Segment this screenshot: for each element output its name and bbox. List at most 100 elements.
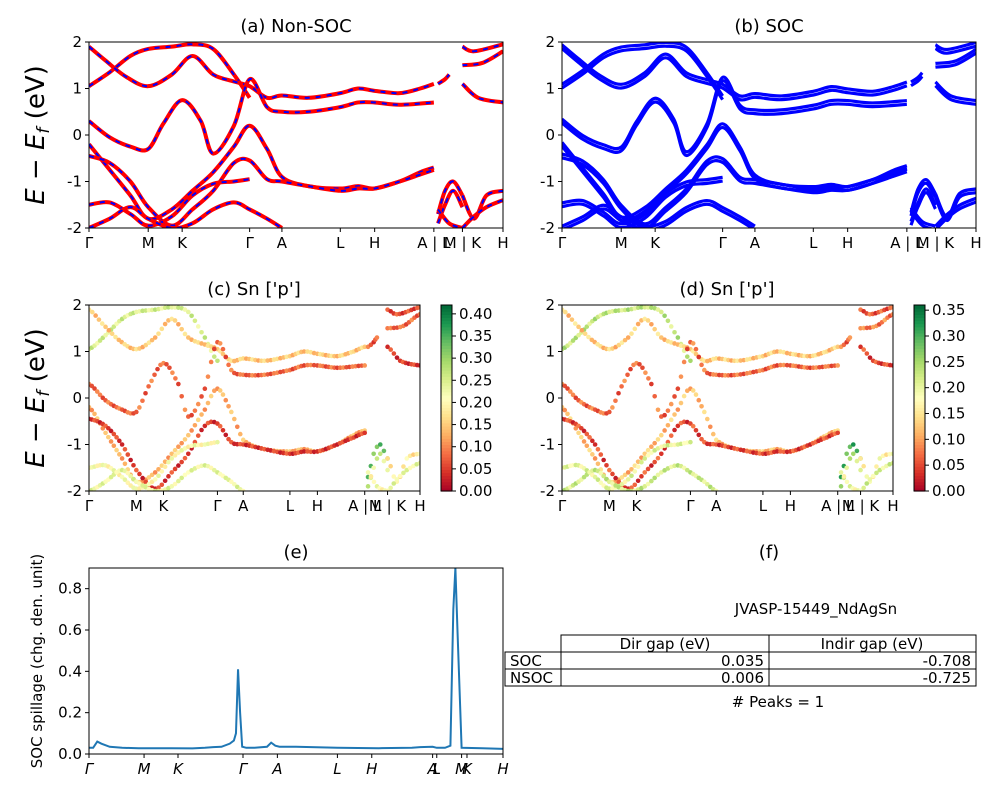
projected-point [172, 447, 178, 453]
panel-a-x-ticks: Γ M K Γ A L H A | LM | K H [85, 228, 509, 252]
projected-point [665, 442, 671, 448]
y-tick-label: 1 [545, 80, 555, 98]
projected-point [655, 307, 661, 312]
projected-point [149, 337, 155, 343]
projected-point [890, 451, 893, 457]
band-line-soc [934, 42, 976, 52]
panel-f-gap-table: (f) JVASP-15449_NdAgSn Dir gap (eV) Indi… [504, 542, 977, 711]
colorbar-segment [441, 416, 452, 421]
colorbar-segment [441, 379, 452, 384]
projected-point [643, 370, 648, 376]
projected-point [305, 449, 310, 454]
colorbar-segment [914, 463, 925, 467]
projected-point [199, 412, 204, 417]
colorbar-segment [441, 398, 452, 402]
projected-point [854, 448, 860, 454]
table-cell [768, 668, 977, 687]
projected-point [217, 423, 223, 429]
projected-point [890, 460, 893, 466]
projected-point [143, 390, 148, 396]
projected-point [652, 448, 657, 453]
projected-point [890, 312, 893, 317]
projected-point [693, 346, 699, 352]
projected-point [632, 469, 638, 474]
projected-point [385, 456, 390, 461]
colorbar-segment [914, 348, 925, 353]
projected-point [672, 394, 677, 399]
projected-point [838, 470, 844, 475]
colorbar-segment [441, 407, 452, 411]
colorbar-segment [914, 416, 925, 421]
projected-point [613, 475, 618, 481]
band-line-soc [933, 187, 976, 219]
projected-point [864, 481, 870, 486]
projected-point [864, 474, 870, 479]
x-tick-label: L [759, 497, 768, 515]
y-tick-label: 2 [545, 33, 555, 51]
colorbar-tick-label: 0.35 [459, 327, 492, 345]
projected-point [169, 484, 175, 489]
colorbar-segment [914, 311, 925, 315]
projected-point [122, 461, 128, 467]
projected-point [365, 470, 371, 475]
band-line-spin-up [461, 199, 503, 228]
x-tick-label: Γ [686, 497, 695, 515]
colorbar-segment [441, 487, 452, 492]
projected-point [182, 331, 188, 337]
projected-point [838, 484, 844, 489]
projected-point [635, 478, 641, 484]
x-tick-label: H [887, 497, 898, 515]
projected-point [301, 449, 307, 454]
band-line-spin-up [461, 189, 503, 220]
projected-point [675, 407, 681, 412]
projected-point [645, 466, 651, 472]
projected-point [195, 324, 201, 329]
projected-point [417, 451, 420, 457]
projected-point [604, 462, 609, 468]
projected-point [192, 408, 198, 413]
projected-point [189, 412, 194, 418]
band-line-soc [910, 71, 924, 84]
panel-c-points [89, 305, 420, 491]
projected-point [137, 405, 142, 410]
y-tick-label: 1 [72, 80, 82, 98]
projected-point [565, 386, 570, 391]
projected-point [162, 464, 168, 470]
projected-point [655, 331, 661, 337]
panel-e-title: (e) [283, 542, 308, 563]
projected-point [189, 313, 194, 319]
colorbar-tick-label: 0.40 [459, 305, 492, 323]
projected-point [92, 386, 97, 391]
projected-point [179, 393, 184, 399]
projected-point [179, 440, 184, 446]
projected-point [659, 432, 664, 438]
x-tick-label: L [336, 234, 345, 252]
band-line-spin-up [89, 178, 250, 227]
projected-point [586, 334, 591, 340]
projected-point [652, 459, 657, 465]
colorbar-tick-label: 0.25 [932, 353, 965, 371]
projected-point [90, 309, 95, 315]
colorbar-segment [441, 475, 452, 480]
projected-point [649, 444, 654, 449]
y-tick-label: -1 [67, 173, 82, 191]
projected-point [632, 482, 638, 488]
projected-point [172, 318, 178, 323]
projected-point [240, 488, 246, 491]
colorbar-segment [441, 329, 452, 334]
projected-point [847, 456, 853, 461]
projected-point [199, 442, 204, 448]
projected-point [693, 392, 699, 397]
x-tick-label: A [271, 760, 282, 778]
projected-point [215, 358, 220, 364]
x-tick-label: M [142, 234, 155, 252]
projected-point [205, 374, 211, 379]
band-line-soc [935, 200, 976, 228]
projected-point [186, 451, 191, 457]
band-line-soc [909, 206, 936, 228]
projected-point [659, 309, 664, 315]
projected-point [182, 472, 188, 478]
x-tick-label: A | L [890, 234, 924, 252]
projected-point [587, 435, 592, 440]
projected-point [699, 436, 704, 442]
